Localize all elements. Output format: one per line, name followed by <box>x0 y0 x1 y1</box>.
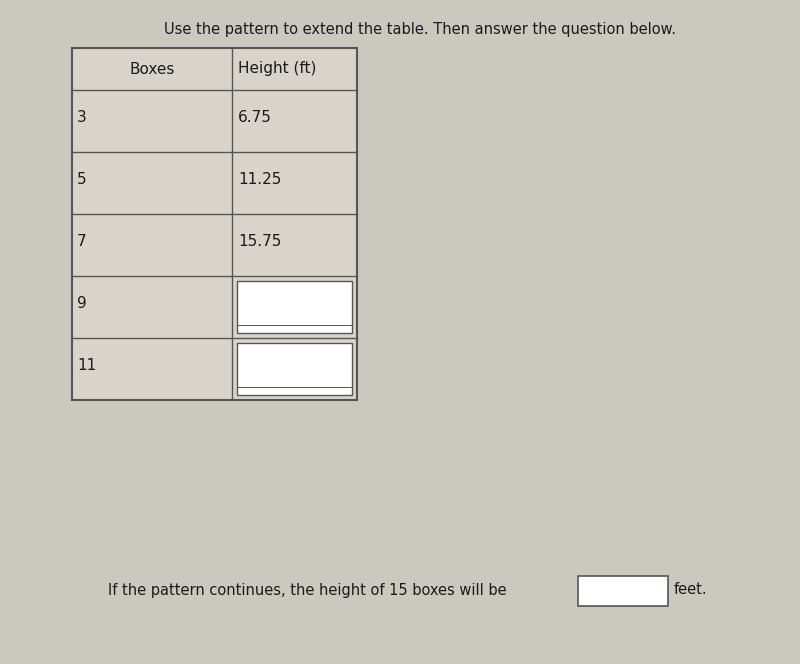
Text: 6.75: 6.75 <box>238 110 272 125</box>
Text: 11.25: 11.25 <box>238 173 282 187</box>
Bar <box>237 343 352 395</box>
Text: feet.: feet. <box>674 582 708 598</box>
Text: 7: 7 <box>77 234 86 250</box>
Text: If the pattern continues, the height of 15 boxes will be: If the pattern continues, the height of … <box>108 582 506 598</box>
Text: Height (ft): Height (ft) <box>238 62 316 76</box>
Text: Use the pattern to extend the table. Then answer the question below.: Use the pattern to extend the table. The… <box>164 22 676 37</box>
Bar <box>72 48 357 400</box>
Text: 9: 9 <box>77 296 86 311</box>
Text: 11: 11 <box>77 359 96 373</box>
Text: 15.75: 15.75 <box>238 234 282 250</box>
Text: 3: 3 <box>77 110 86 125</box>
Bar <box>237 281 352 333</box>
Text: 5: 5 <box>77 173 86 187</box>
Bar <box>578 576 668 606</box>
Text: Boxes: Boxes <box>130 62 174 76</box>
